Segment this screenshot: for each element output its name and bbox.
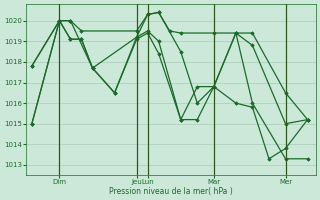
X-axis label: Pression niveau de la mer( hPa ): Pression niveau de la mer( hPa ) — [109, 187, 233, 196]
